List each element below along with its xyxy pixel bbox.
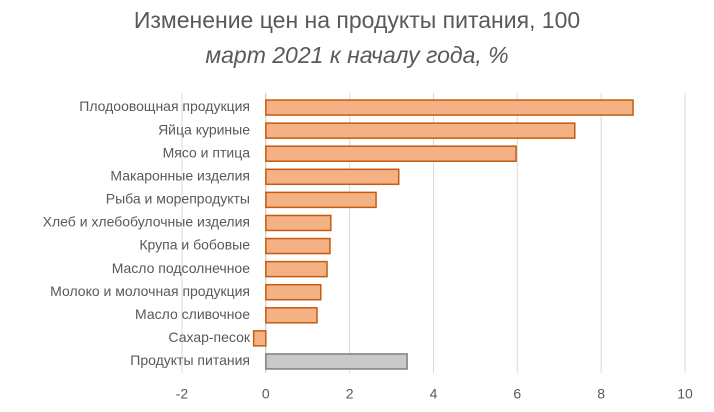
chart-subtitle: март 2021 к началу года, % — [205, 42, 508, 68]
bar — [265, 122, 576, 139]
y-tick-label: Продукты питания — [130, 352, 250, 368]
bar — [265, 307, 318, 324]
y-tick-label: Молоко и молочная продукция — [50, 283, 250, 299]
x-tick-label: 4 — [430, 386, 438, 402]
bar — [265, 353, 408, 370]
y-tick-label: Крупа и бобовые — [139, 237, 250, 253]
x-tick-label: 8 — [597, 386, 605, 402]
x-tick-label: 6 — [513, 386, 521, 402]
y-tick-label: Рыба и морепродукты — [106, 191, 250, 207]
y-tick-label: Макаронные изделия — [110, 167, 250, 183]
bar — [265, 191, 377, 209]
y-tick-label: Мясо и птица — [163, 144, 251, 160]
bar — [265, 237, 331, 255]
x-tick-label: 2 — [346, 386, 354, 402]
bar — [265, 99, 634, 116]
x-tick-label: -2 — [176, 386, 189, 402]
x-tick-label: 10 — [677, 386, 693, 402]
y-tick-label: Масло сливочное — [135, 306, 250, 322]
bar — [265, 283, 322, 301]
y-tick-label: Сахар-песок — [168, 329, 250, 345]
y-tick-label: Масло подсолнечное — [112, 260, 251, 276]
chart-title: Изменение цен на продукты питания, 100 — [134, 7, 580, 33]
y-tick-label: Яйца куриные — [158, 121, 250, 137]
bar — [252, 330, 267, 347]
bar — [265, 168, 400, 186]
x-tick-label: 0 — [262, 386, 270, 402]
bar — [265, 260, 328, 278]
bar — [265, 214, 332, 232]
y-tick-label: Плодоовощная продукция — [79, 98, 250, 114]
bar — [265, 145, 517, 162]
y-tick-label: Хлеб и хлебобулочные изделия — [43, 214, 250, 230]
